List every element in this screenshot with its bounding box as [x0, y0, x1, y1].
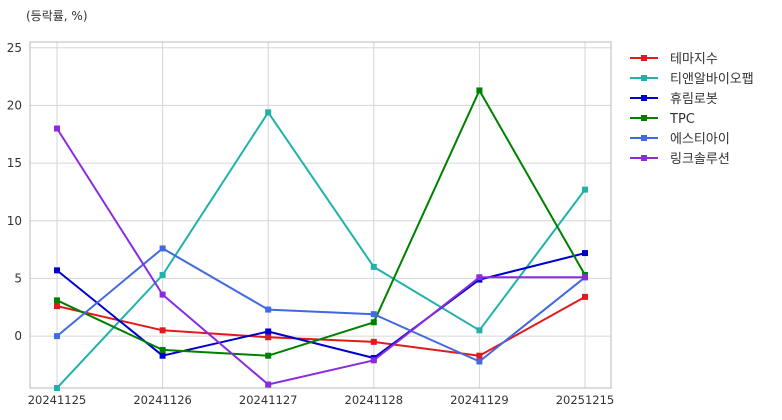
legend-label: 티앤알바이오팹 [670, 72, 754, 87]
data-point [54, 303, 60, 310]
data-point [159, 352, 166, 359]
x-tick-label: 20241129 [450, 393, 509, 407]
y-tick-label: 5 [14, 271, 22, 285]
x-tick-label: 20241125 [28, 393, 87, 407]
x-tick-label: 20241127 [239, 393, 298, 407]
data-point [582, 293, 588, 300]
y-axis-ticks: 0 5 10 15 20 25 [7, 41, 22, 343]
series-group [54, 87, 588, 359]
y-tick-label: 10 [7, 214, 22, 228]
data-point [159, 327, 166, 334]
y-tick-label: 0 [14, 329, 22, 343]
legend-label: TPC [669, 112, 695, 127]
data-point [159, 271, 166, 278]
y-tick-label: 25 [7, 41, 22, 55]
series-lines [54, 87, 588, 391]
data-point [159, 245, 166, 252]
y-axis-label: (등락률, %) [26, 9, 88, 23]
legend-label: 테마지수 [670, 52, 718, 67]
y-tick-label: 20 [7, 98, 22, 112]
data-point [159, 346, 166, 353]
data-point [476, 87, 483, 94]
legend-marker [641, 95, 647, 101]
legend-marker [641, 55, 647, 61]
series-group [54, 125, 588, 388]
series-line [56, 89, 586, 357]
x-tick-label: 20241126 [133, 393, 192, 407]
data-point [54, 333, 60, 340]
data-point [370, 311, 377, 318]
data-point [265, 334, 272, 341]
series-line [56, 127, 585, 386]
legend-label: 링크솔루션 [670, 152, 730, 167]
legend-label: 휴림로봇 [670, 92, 718, 107]
y-tick-label: 15 [7, 156, 22, 170]
data-point [370, 263, 377, 270]
legend-marker [641, 135, 647, 141]
series-line [56, 111, 586, 389]
data-point [265, 109, 272, 116]
data-point [582, 186, 588, 193]
data-point [582, 274, 588, 281]
data-point [370, 319, 377, 326]
data-point [582, 250, 588, 257]
data-point [476, 352, 483, 359]
data-point [265, 328, 272, 335]
x-tick-label: 20251215 [556, 393, 615, 407]
series-line [56, 247, 586, 363]
series-line [56, 252, 586, 359]
data-point [476, 327, 483, 334]
plot-area-frame [29, 41, 612, 389]
data-point [54, 297, 60, 304]
data-point [476, 274, 483, 281]
data-point [476, 358, 483, 365]
x-axis-ticks: 20241125 20241126 20241127 20241128 20241129… [28, 393, 615, 407]
series-group [54, 293, 588, 359]
data-point [54, 385, 60, 391]
data-point [265, 352, 272, 359]
data-point [265, 306, 272, 313]
data-point [265, 381, 272, 388]
series-line [56, 296, 586, 357]
data-point [370, 357, 377, 364]
legend-marker [641, 155, 647, 161]
grid [30, 42, 611, 388]
x-tick-label: 20241128 [345, 393, 404, 407]
data-point [159, 291, 166, 298]
legend-marker [641, 115, 647, 121]
legend-marker [641, 75, 647, 81]
data-point [54, 267, 60, 274]
data-point [370, 338, 377, 345]
legend-label: 에스티아이 [670, 132, 730, 147]
data-point [54, 125, 60, 132]
series-group [54, 109, 588, 391]
